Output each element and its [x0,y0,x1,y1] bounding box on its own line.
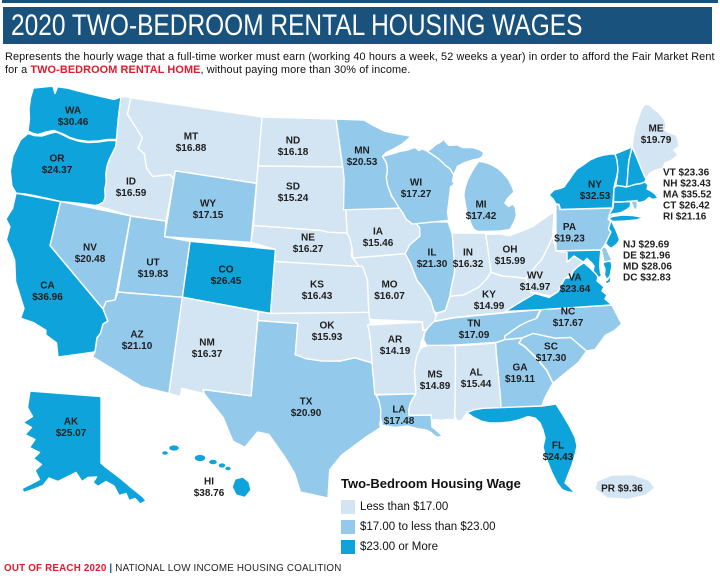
svg-text:$15.24: $15.24 [278,193,309,204]
svg-text:$14.89: $14.89 [420,381,451,392]
svg-text:OK: OK [320,321,336,332]
svg-text:IN: IN [463,248,473,259]
svg-text:WI: WI [410,178,422,189]
svg-text:AR: AR [388,335,403,346]
svg-text:LA: LA [392,405,405,416]
svg-text:$20.90: $20.90 [291,408,322,419]
svg-text:HI: HI [204,477,214,488]
svg-text:AL: AL [469,368,482,379]
svg-text:$16.37: $16.37 [192,349,223,360]
svg-text:OH: OH [503,245,518,256]
svg-text:FL: FL [552,441,564,452]
svg-text:SC: SC [544,342,558,353]
svg-text:$21.10: $21.10 [122,341,153,352]
svg-text:$17.15: $17.15 [193,210,224,221]
svg-text:ME: ME [649,124,664,135]
svg-text:VT $23.36: VT $23.36 [663,168,710,179]
svg-text:$19.11: $19.11 [505,374,535,385]
svg-text:MI: MI [475,200,486,211]
svg-text:NM: NM [199,338,215,349]
svg-text:$17.30: $17.30 [536,353,567,364]
svg-text:WY: WY [200,199,216,210]
svg-text:$16.59: $16.59 [116,188,147,199]
svg-text:$24.43: $24.43 [543,452,574,463]
svg-text:$38.76: $38.76 [194,488,225,499]
svg-text:DC $32.83: DC $32.83 [623,273,671,284]
svg-text:$16.43: $16.43 [302,291,333,302]
svg-text:$16.18: $16.18 [278,147,309,158]
svg-text:$19.83: $19.83 [138,269,169,280]
svg-text:$17.48: $17.48 [384,416,415,427]
svg-text:WV: WV [527,271,543,282]
svg-text:MS: MS [428,370,443,381]
svg-text:$19.23: $19.23 [554,234,585,245]
svg-text:AK: AK [64,417,79,428]
svg-text:TN: TN [467,319,480,330]
svg-text:IA: IA [373,227,383,238]
svg-text:$26.45: $26.45 [211,276,242,287]
svg-text:PA: PA [563,222,576,233]
svg-text:NY: NY [588,180,602,191]
svg-text:WA: WA [65,106,81,117]
svg-text:KS: KS [310,280,324,291]
svg-text:RI $21.16: RI $21.16 [663,212,707,223]
svg-text:UT: UT [146,258,159,269]
svg-text:DE $21.96: DE $21.96 [623,251,671,262]
svg-text:NJ $29.69: NJ $29.69 [623,240,670,251]
svg-text:$36.96: $36.96 [32,292,63,303]
svg-text:$16.88: $16.88 [176,143,207,154]
svg-text:CO: CO [219,265,234,276]
svg-text:$15.93: $15.93 [312,332,343,343]
svg-text:CA: CA [40,281,54,292]
svg-text:$24.37: $24.37 [42,165,73,176]
svg-text:MD $28.06: MD $28.06 [623,262,672,273]
svg-text:$17.67: $17.67 [553,318,584,329]
svg-text:$14.99: $14.99 [474,301,505,312]
svg-text:$16.07: $16.07 [374,291,405,302]
svg-text:NV: NV [83,243,97,254]
svg-text:$15.46: $15.46 [363,238,394,249]
svg-text:NC: NC [561,307,575,318]
svg-text:ID: ID [126,177,136,188]
svg-text:$20.48: $20.48 [75,254,106,265]
svg-text:IL: IL [428,248,437,259]
svg-text:SD: SD [286,182,300,193]
svg-text:$30.46: $30.46 [58,117,89,128]
svg-text:MA $35.52: MA $35.52 [663,190,712,201]
svg-text:NH $23.43: NH $23.43 [663,179,711,190]
svg-text:$16.27: $16.27 [293,244,324,255]
svg-text:VA: VA [568,273,581,284]
svg-text:$20.53: $20.53 [347,157,378,168]
svg-text:PR $9.36: PR $9.36 [601,484,643,495]
svg-text:CT $26.42: CT $26.42 [663,201,710,212]
svg-text:$14.19: $14.19 [380,346,411,357]
svg-text:AZ: AZ [130,330,143,341]
svg-text:MO: MO [381,280,397,291]
svg-text:$15.99: $15.99 [495,256,526,267]
svg-text:NE: NE [301,233,315,244]
svg-text:$14.97: $14.97 [520,282,551,293]
svg-text:$17.27: $17.27 [401,189,432,200]
svg-text:$15.44: $15.44 [461,379,492,390]
svg-text:MN: MN [354,146,370,157]
svg-text:$17.42: $17.42 [466,211,497,222]
svg-text:KY: KY [482,290,496,301]
svg-text:$32.53: $32.53 [580,191,611,202]
svg-text:$17.09: $17.09 [459,330,490,341]
svg-text:$19.79: $19.79 [641,135,672,146]
svg-text:OR: OR [50,154,66,165]
svg-text:MT: MT [184,132,198,143]
svg-text:TX: TX [300,397,313,408]
svg-text:$23.64: $23.64 [560,284,591,295]
svg-text:GA: GA [513,363,528,374]
svg-text:ND: ND [286,136,300,147]
svg-text:$16.32: $16.32 [453,259,484,270]
svg-text:$21.30: $21.30 [417,259,448,270]
svg-text:$25.07: $25.07 [56,428,87,439]
